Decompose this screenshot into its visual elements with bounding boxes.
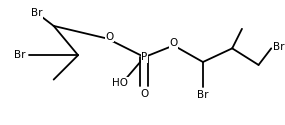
Text: P: P — [141, 52, 148, 62]
Text: Br: Br — [197, 90, 209, 100]
Text: HO: HO — [112, 78, 128, 88]
Text: O: O — [170, 38, 178, 48]
Text: Br: Br — [14, 50, 25, 60]
Text: Br: Br — [273, 42, 285, 52]
Text: O: O — [140, 89, 148, 99]
Text: Br: Br — [31, 8, 43, 18]
Text: O: O — [105, 32, 113, 42]
